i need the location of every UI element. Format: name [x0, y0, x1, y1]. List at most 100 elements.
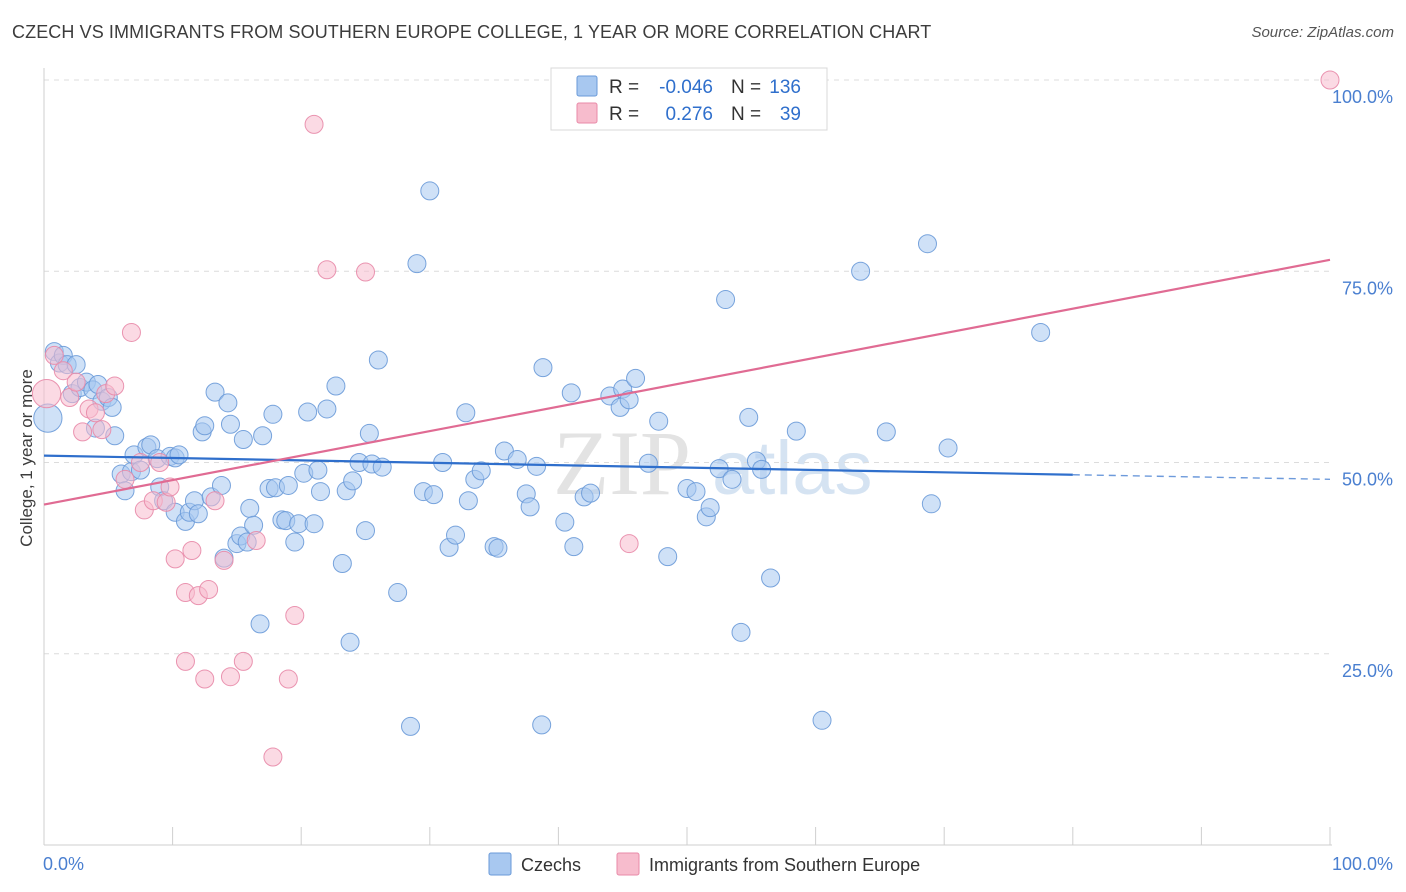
immigrants-point — [1320, 70, 1340, 90]
czechs-point — [1031, 322, 1051, 342]
gridlines — [44, 79, 1330, 655]
czechs-point — [761, 568, 781, 588]
czechs-point — [786, 421, 806, 441]
czechs-point — [359, 423, 379, 443]
czechs-point — [938, 438, 958, 458]
czechs-point — [401, 716, 421, 736]
czechs-n-value: 136 — [769, 77, 801, 98]
czechs-point — [649, 411, 669, 431]
czechs-point — [488, 538, 508, 558]
immigrants-point — [44, 345, 64, 365]
czechs-point — [446, 525, 466, 545]
czechs-point — [458, 491, 478, 511]
legend-immigrants-label: Immigrants from Southern Europe — [649, 855, 920, 875]
czechs-point — [876, 422, 896, 442]
czechs-point — [332, 553, 352, 573]
czechs-r-value: -0.046 — [659, 77, 713, 98]
czechs-n-label: N = — [731, 77, 761, 98]
czechs-point — [317, 399, 337, 419]
czechs-point — [250, 614, 270, 634]
czechs-point — [638, 453, 658, 473]
czechs-point — [407, 254, 427, 274]
czechs-point — [581, 483, 601, 503]
czechs-point — [188, 504, 208, 524]
czechs-point — [619, 390, 639, 410]
source-label: Source: ZipAtlas.com — [1251, 24, 1394, 41]
czechs-point — [424, 485, 444, 505]
czechs-point — [921, 494, 941, 514]
czechs-point — [812, 710, 832, 730]
czechs-point — [285, 532, 305, 552]
immigrants-point — [220, 667, 240, 687]
immigrants-point — [285, 606, 305, 625]
czechs-point — [205, 382, 225, 402]
y-tick-labels: 25.0% 50.0% 75.0% 100.0% — [1332, 87, 1393, 681]
immigrants-swatch-icon — [576, 102, 598, 124]
watermark-zip: ZIP — [553, 412, 691, 514]
czechs-point — [626, 368, 646, 388]
immigrants-point — [92, 420, 112, 440]
immigrants-point — [619, 534, 639, 554]
immigrants-point — [205, 491, 225, 511]
x-axis-ticks — [43, 827, 1331, 845]
czechs-trend-line-extension — [1072, 474, 1331, 481]
immigrants-point — [233, 651, 253, 671]
chart-title: CZECH VS IMMIGRANTS FROM SOUTHERN EUROPE… — [12, 22, 932, 42]
czechs-point — [851, 261, 871, 281]
czechs-point — [278, 475, 298, 495]
czechs-point — [716, 290, 736, 310]
czechs-point — [527, 456, 547, 476]
czechs-point — [340, 632, 360, 652]
czechs-point — [169, 445, 189, 465]
czechs-point — [356, 521, 375, 541]
immigrants-point — [31, 379, 62, 409]
immigrants-point — [115, 469, 135, 489]
immigrants-r-value: 0.276 — [665, 104, 713, 125]
czechs-point — [686, 482, 706, 502]
immigrants-point — [195, 669, 215, 689]
stats-legend: R = -0.046 N = 136 R = 0.276 N = 39 — [550, 67, 828, 131]
immigrants-point — [150, 453, 170, 472]
immigrants-point — [356, 262, 375, 282]
immigrants-point — [85, 403, 105, 423]
immigrants-point — [165, 549, 185, 569]
czechs-point — [917, 234, 937, 254]
czechs-trend-line — [43, 454, 1073, 476]
czechs-point — [533, 358, 553, 378]
y-tick-label-100: 100.0% — [1332, 87, 1393, 107]
czechs-point — [520, 497, 540, 517]
czechs-point — [700, 498, 720, 518]
czechs-point — [233, 430, 253, 450]
czechs-point — [555, 512, 575, 532]
bottom-legend: Czechs Immigrants from Southern Europe — [488, 852, 920, 876]
y-tick-label-75: 75.0% — [1342, 278, 1393, 298]
czechs-r-label: R = — [609, 77, 639, 98]
immigrants-point — [246, 531, 266, 551]
immigrants-trend-line — [43, 258, 1331, 506]
immigrants-n-label: N = — [731, 104, 761, 125]
y-tick-label-25: 25.0% — [1342, 661, 1393, 681]
czechs-swatch-icon — [576, 75, 598, 97]
y-tick-label-50: 50.0% — [1342, 470, 1393, 490]
x-tick-label-0: 0.0% — [43, 854, 84, 874]
czechs-point — [310, 482, 330, 502]
czechs-point — [388, 583, 408, 603]
immigrants-point — [214, 550, 234, 570]
immigrants-point — [121, 322, 141, 342]
czechs-point — [253, 426, 273, 446]
czechs-point — [195, 416, 215, 436]
czechs-point — [420, 181, 440, 201]
immigrants-point — [263, 747, 283, 767]
y-axis-label: College, 1 year or more — [17, 369, 36, 547]
immigrants-point — [53, 361, 73, 381]
immigrants-point — [105, 376, 125, 396]
immigrants-point — [304, 114, 324, 134]
legend-czechs-icon — [488, 852, 512, 876]
czechs-point — [304, 514, 324, 534]
czechs-point — [343, 471, 363, 491]
czechs-point — [326, 376, 346, 396]
czechs-point — [731, 622, 751, 642]
czechs-point — [532, 715, 552, 735]
czechs-point — [561, 383, 581, 403]
legend-czechs-label: Czechs — [521, 855, 581, 875]
